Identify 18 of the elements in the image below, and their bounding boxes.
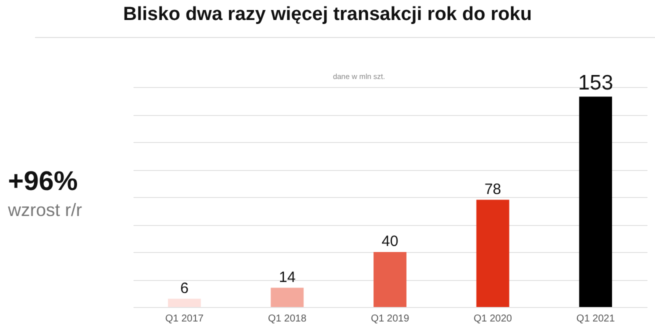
- bar: [579, 96, 612, 307]
- bar: [270, 288, 304, 307]
- bar: [476, 200, 510, 307]
- data-label: 40: [382, 233, 398, 250]
- data-label: 14: [278, 268, 296, 286]
- x-tick-label: Q1 2017: [165, 314, 204, 324]
- data-label: 6: [180, 280, 189, 297]
- x-tick-label: Q1 2020: [474, 314, 512, 324]
- data-label: 153: [578, 72, 614, 95]
- text: +96%: [8, 166, 78, 197]
- bar: [168, 298, 201, 307]
- x-tick-label: Q1 2018: [268, 314, 307, 324]
- x-tick-label: Q1 2021: [576, 314, 616, 324]
- chart-title: Blisko dwa razy więcej transakcji rok do roku: [122, 4, 533, 26]
- bar: [374, 252, 406, 307]
- data-label: 78: [484, 180, 502, 198]
- x-tick-label: Q1 2019: [370, 314, 410, 324]
- text: wzrost r/r: [8, 200, 82, 221]
